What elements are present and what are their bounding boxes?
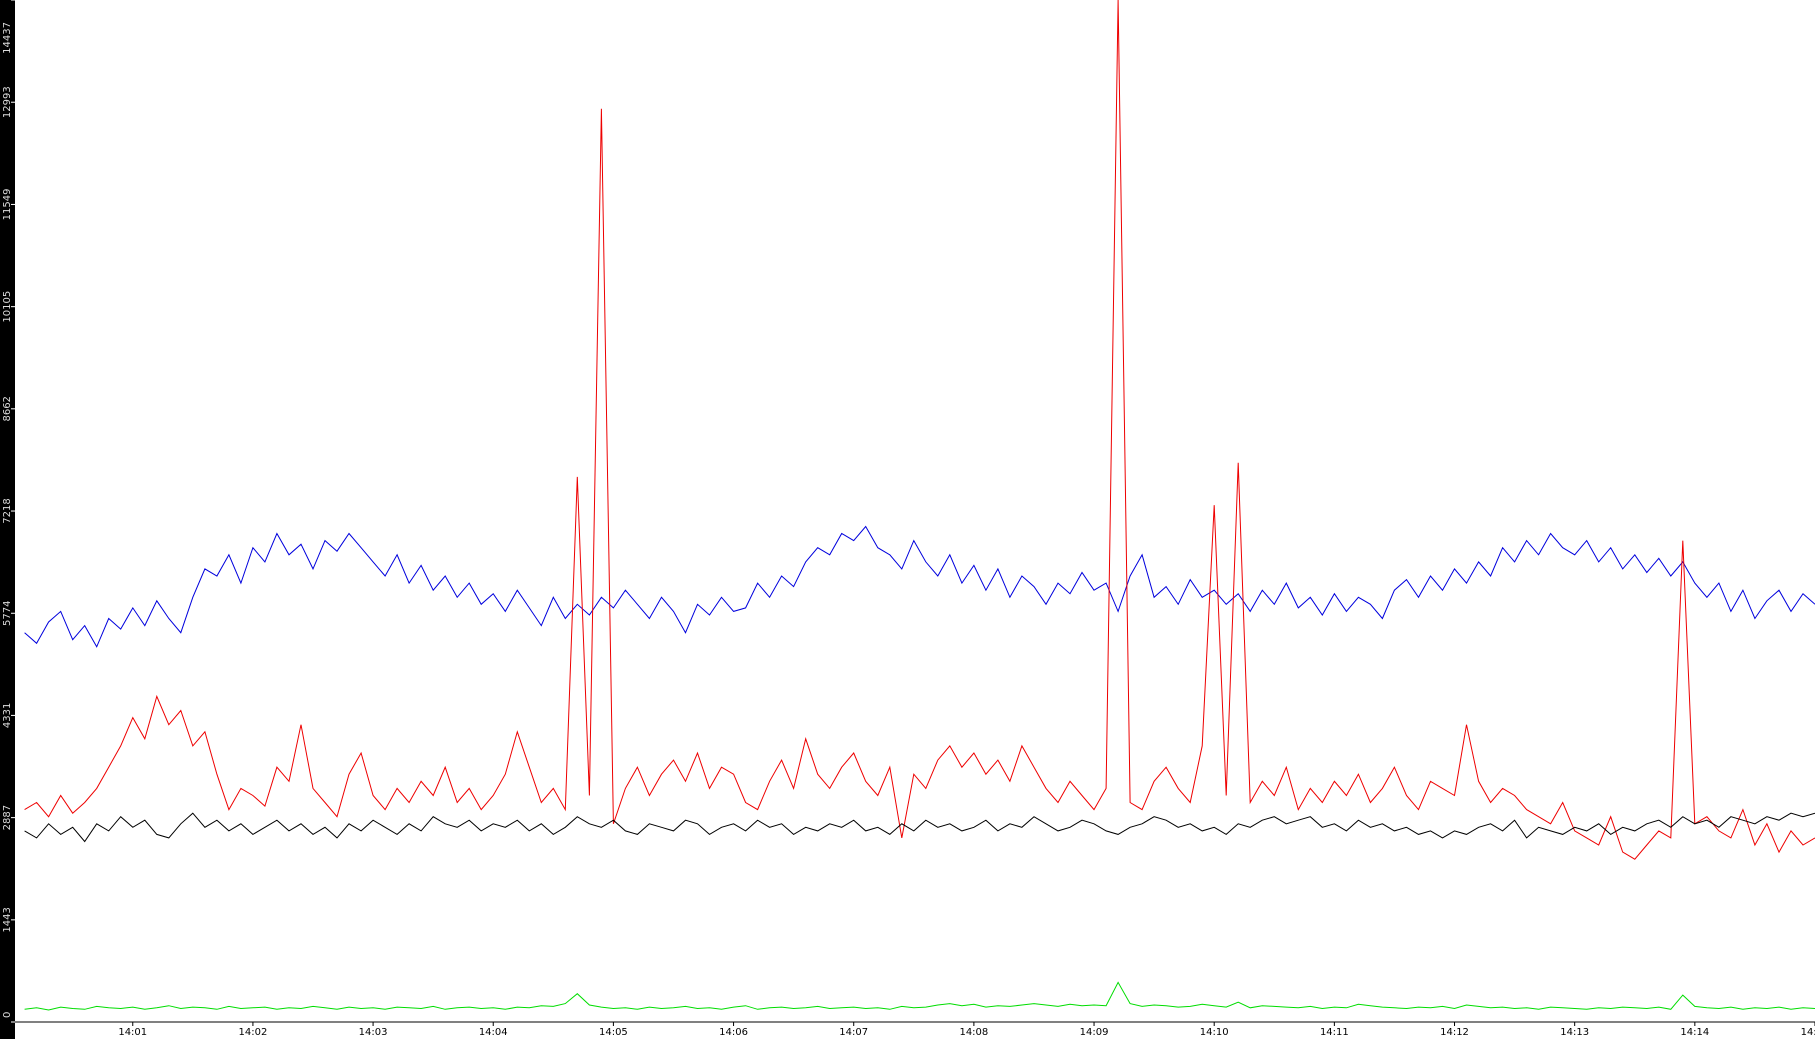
- y-axis-band: [0, 0, 15, 1039]
- y-tick-label: 11549: [2, 189, 13, 221]
- series-line: [24, 981, 1815, 1011]
- x-tick-label: 14:04: [479, 1027, 508, 1038]
- y-tick-label: 0: [2, 1012, 13, 1018]
- x-tick-label: 14:09: [1080, 1027, 1109, 1038]
- x-tick-label: 14:07: [839, 1027, 868, 1038]
- series-line: [24, 812, 1815, 843]
- series-line: [24, 0, 1815, 860]
- x-tick-label: 14:05: [599, 1027, 628, 1038]
- y-tick-label: 10105: [2, 291, 13, 323]
- series-line: [24, 525, 1815, 648]
- y-tick-label: 2887: [2, 805, 13, 830]
- x-tick-label: 14:12: [1440, 1027, 1469, 1038]
- x-tick-label: 14:15: [1801, 1027, 1815, 1038]
- x-tick-label: 14:06: [719, 1027, 748, 1038]
- x-tick-label: 14:14: [1680, 1027, 1709, 1038]
- x-tick-label: 14:01: [118, 1027, 147, 1038]
- x-tick-label: 14:13: [1560, 1027, 1589, 1038]
- y-tick-label: 5774: [2, 601, 13, 626]
- x-tick-label: 14:11: [1320, 1027, 1349, 1038]
- y-tick-label: 14437: [2, 22, 13, 54]
- y-tick-label: 1443: [2, 907, 13, 932]
- y-tick-label: 4331: [2, 703, 13, 728]
- x-tick-label: 14:10: [1200, 1027, 1229, 1038]
- y-tick-label: 8662: [2, 396, 13, 421]
- x-tick-label: 14:03: [359, 1027, 388, 1038]
- x-tick-label: 14:02: [239, 1027, 268, 1038]
- y-tick-label: 7218: [2, 498, 13, 523]
- x-tick-label: 14:08: [959, 1027, 988, 1038]
- y-tick-label: 12993: [2, 86, 13, 118]
